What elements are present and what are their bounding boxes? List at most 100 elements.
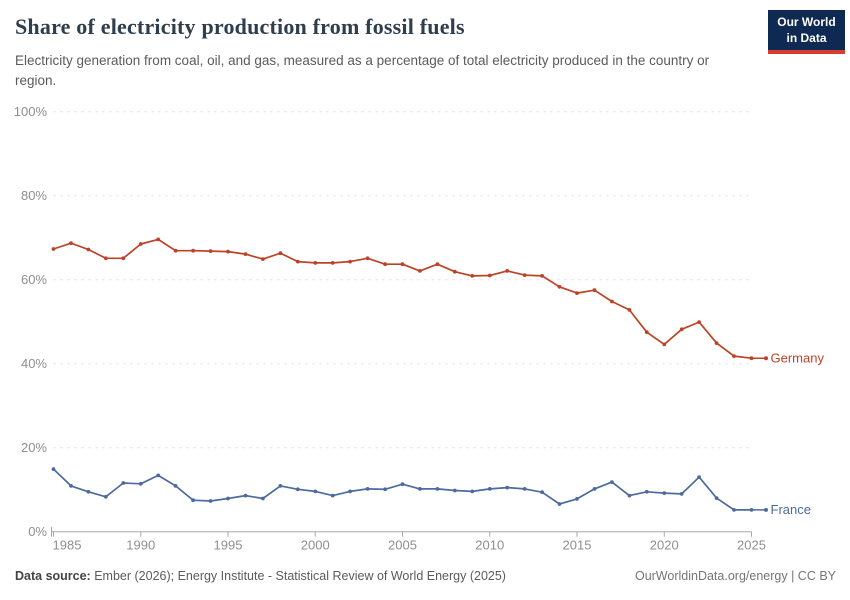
series-label-france[interactable]: France xyxy=(771,502,811,517)
y-axis-tick-label: 60% xyxy=(21,272,47,287)
data-point xyxy=(69,241,73,246)
data-point xyxy=(191,498,196,503)
data-source-note: Data source: Ember (2026); Energy Instit… xyxy=(15,569,506,583)
data-point xyxy=(470,489,475,494)
chart-line-germany xyxy=(52,238,753,360)
y-axis-tick-label: 20% xyxy=(21,440,47,455)
logo-line-1: Our World xyxy=(777,15,836,29)
data-point xyxy=(383,487,387,492)
data-point xyxy=(243,493,248,498)
data-point xyxy=(313,489,318,494)
x-axis-tick-label: 1995 xyxy=(214,538,243,553)
data-point xyxy=(261,257,265,261)
data-point xyxy=(226,249,230,254)
data-point xyxy=(330,493,335,498)
y-axis-tick-label: 100% xyxy=(14,104,48,119)
data-point xyxy=(540,274,544,278)
data-point xyxy=(348,259,352,264)
series-label-dot xyxy=(764,356,768,361)
y-axis-tick-label: 0% xyxy=(28,524,47,539)
data-point xyxy=(435,487,440,491)
data-point xyxy=(627,308,632,312)
x-axis-tick-label: 2010 xyxy=(475,538,504,553)
page-title: Share of electricity production from fos… xyxy=(15,14,465,39)
data-point xyxy=(261,496,265,501)
data-point xyxy=(138,481,143,486)
logo-line-2: in Data xyxy=(786,30,827,45)
x-axis-tick-label: 2020 xyxy=(650,538,679,553)
data-point xyxy=(732,508,736,512)
data-point xyxy=(714,496,719,500)
data-point xyxy=(173,248,178,253)
y-axis-tick-label: 80% xyxy=(21,188,47,203)
data-point xyxy=(86,247,91,252)
data-point xyxy=(86,489,91,494)
data-point xyxy=(505,269,510,273)
data-point xyxy=(557,284,562,289)
data-point xyxy=(627,493,632,498)
data-point xyxy=(418,269,422,273)
data-point xyxy=(575,497,579,501)
data-point xyxy=(714,341,719,345)
x-axis-tick-label: 2000 xyxy=(301,538,330,553)
data-point xyxy=(348,489,352,494)
data-point xyxy=(365,256,370,261)
data-point xyxy=(732,354,736,358)
footer-links: OurWorldinData.org/energy | CC BY xyxy=(635,569,836,583)
data-point xyxy=(679,327,684,332)
data-point xyxy=(69,484,73,488)
data-point xyxy=(208,249,213,254)
x-axis-tick-label: 2005 xyxy=(388,538,417,553)
owid-logo[interactable]: Our World in Data xyxy=(768,10,845,55)
data-point xyxy=(400,482,405,487)
x-axis-tick-label: 1990 xyxy=(126,538,155,553)
data-point xyxy=(452,269,457,274)
data-point xyxy=(51,247,56,251)
data-point xyxy=(505,485,510,490)
data-point xyxy=(522,273,527,277)
x-axis-tick-label: 2025 xyxy=(737,538,766,553)
data-point xyxy=(592,487,597,491)
data-point xyxy=(313,261,318,265)
data-point xyxy=(452,488,457,493)
data-point xyxy=(156,237,161,242)
data-point xyxy=(522,487,527,491)
owid-energy-link[interactable]: OurWorldinData.org/energy xyxy=(634,569,788,583)
data-point xyxy=(575,291,579,295)
data-point xyxy=(644,330,649,335)
data-point xyxy=(295,259,300,264)
x-axis-tick-label: 1985 xyxy=(53,538,82,553)
data-point xyxy=(697,320,701,324)
data-point xyxy=(138,242,143,246)
data-point xyxy=(191,248,196,253)
data-point xyxy=(662,491,667,495)
series-label-dot xyxy=(764,507,768,512)
data-point xyxy=(365,487,370,491)
data-point xyxy=(295,487,300,492)
data-point xyxy=(487,273,492,278)
data-point xyxy=(697,475,701,479)
data-point xyxy=(278,484,283,488)
data-point xyxy=(610,299,614,304)
data-point xyxy=(103,256,108,261)
cc-by-link[interactable]: CC BY xyxy=(797,569,836,583)
data-point xyxy=(173,484,178,488)
x-axis-tick-label: 2015 xyxy=(563,538,592,553)
data-point xyxy=(121,256,126,261)
data-point xyxy=(103,494,108,499)
data-point xyxy=(226,496,230,501)
chart-subtitle: Electricity generation from coal, oil, a… xyxy=(15,53,710,88)
data-point xyxy=(243,252,248,256)
series-label-germany[interactable]: Germany xyxy=(771,351,825,366)
data-point xyxy=(557,502,562,506)
data-point xyxy=(540,490,544,495)
data-point xyxy=(592,288,597,293)
data-point xyxy=(418,487,422,491)
data-point xyxy=(121,481,126,485)
data-point xyxy=(208,499,213,503)
data-point xyxy=(644,489,649,494)
chart-footer: Data source: Ember (2026); Energy Instit… xyxy=(15,569,836,583)
data-point xyxy=(278,251,283,256)
